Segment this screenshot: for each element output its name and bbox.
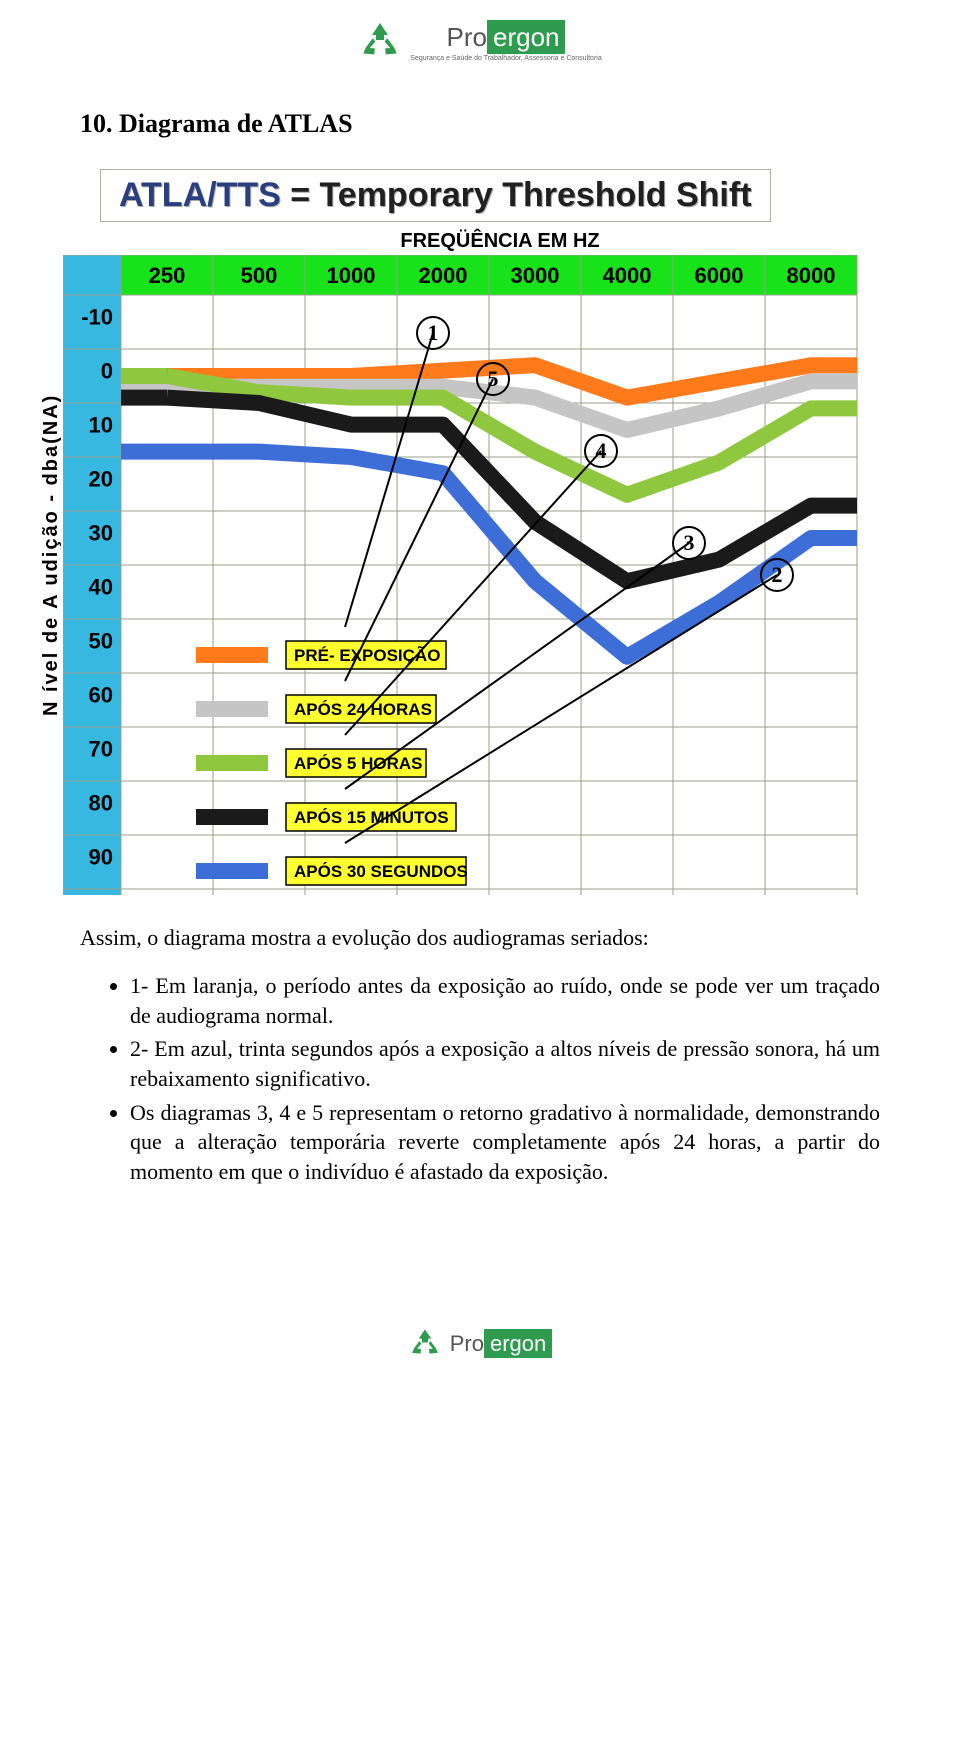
svg-text:4: 4 — [596, 438, 607, 463]
bullet-list: 1- Em laranja, o período antes da exposi… — [80, 971, 880, 1187]
svg-text:70: 70 — [89, 737, 113, 762]
svg-text:80: 80 — [89, 791, 113, 816]
recycle-icon — [358, 20, 402, 64]
svg-text:30: 30 — [89, 521, 113, 546]
list-item: Os diagramas 3, 4 e 5 representam o reto… — [130, 1098, 880, 1187]
list-item: 2- Em azul, trinta segundos após a expos… — [130, 1034, 880, 1093]
diagram-title-rest: = Temporary Threshold Shift — [281, 176, 752, 214]
svg-text:3000: 3000 — [511, 263, 560, 288]
svg-text:APÓS 15 MINUTOS: APÓS 15 MINUTOS — [294, 808, 449, 827]
diagram-title-box: ATLA/TTS = Temporary Threshold Shift — [100, 169, 771, 222]
svg-text:5: 5 — [488, 366, 499, 391]
logo-pro: Pro — [450, 1331, 484, 1356]
svg-text:2: 2 — [772, 562, 783, 587]
logo-subtitle: Segurança e Saúde do Trabalhador, Assess… — [410, 55, 601, 62]
svg-text:8000: 8000 — [787, 263, 836, 288]
list-item: 1- Em laranja, o período antes da exposi… — [130, 971, 880, 1030]
svg-text:40: 40 — [89, 575, 113, 600]
audiogram-chart: -100102030405060708090100250500100020003… — [63, 255, 900, 895]
atlas-diagram: ATLA/TTS = Temporary Threshold Shift FRE… — [40, 169, 900, 895]
freq-axis-label: FREQÜÊNCIA EM HZ — [100, 230, 900, 253]
svg-text:20: 20 — [89, 467, 113, 492]
svg-text:3: 3 — [684, 530, 695, 555]
svg-text:500: 500 — [241, 263, 278, 288]
svg-text:1000: 1000 — [327, 263, 376, 288]
svg-text:10: 10 — [89, 413, 113, 438]
section-title: 10. Diagrama de ATLAS — [80, 109, 880, 139]
svg-text:6000: 6000 — [695, 263, 744, 288]
logo-ergon: ergon — [487, 20, 566, 54]
svg-text:1: 1 — [428, 320, 439, 345]
svg-text:0: 0 — [101, 359, 113, 384]
svg-text:50: 50 — [89, 629, 113, 654]
svg-text:60: 60 — [89, 683, 113, 708]
footer-logo: Proergon — [80, 1327, 880, 1366]
svg-text:-10: -10 — [81, 305, 113, 330]
svg-text:APÓS 30 SEGUNDOS: APÓS 30 SEGUNDOS — [294, 862, 468, 881]
recycle-icon — [408, 1327, 442, 1361]
svg-text:250: 250 — [149, 263, 186, 288]
logo-ergon: ergon — [484, 1329, 552, 1358]
svg-text:APÓS 5 HORAS: APÓS 5 HORAS — [294, 754, 422, 773]
header-logo: Proergon Segurança e Saúde do Trabalhado… — [80, 20, 880, 69]
logo-pro: Pro — [447, 22, 487, 52]
svg-text:90: 90 — [89, 845, 113, 870]
y-axis-label: N ível de A udição - dba(NA) — [40, 255, 63, 895]
diagram-title-atla: ATLA/TTS — [119, 176, 281, 214]
svg-text:2000: 2000 — [419, 263, 468, 288]
intro-paragraph: Assim, o diagrama mostra a evolução dos … — [80, 925, 880, 951]
svg-text:4000: 4000 — [603, 263, 652, 288]
